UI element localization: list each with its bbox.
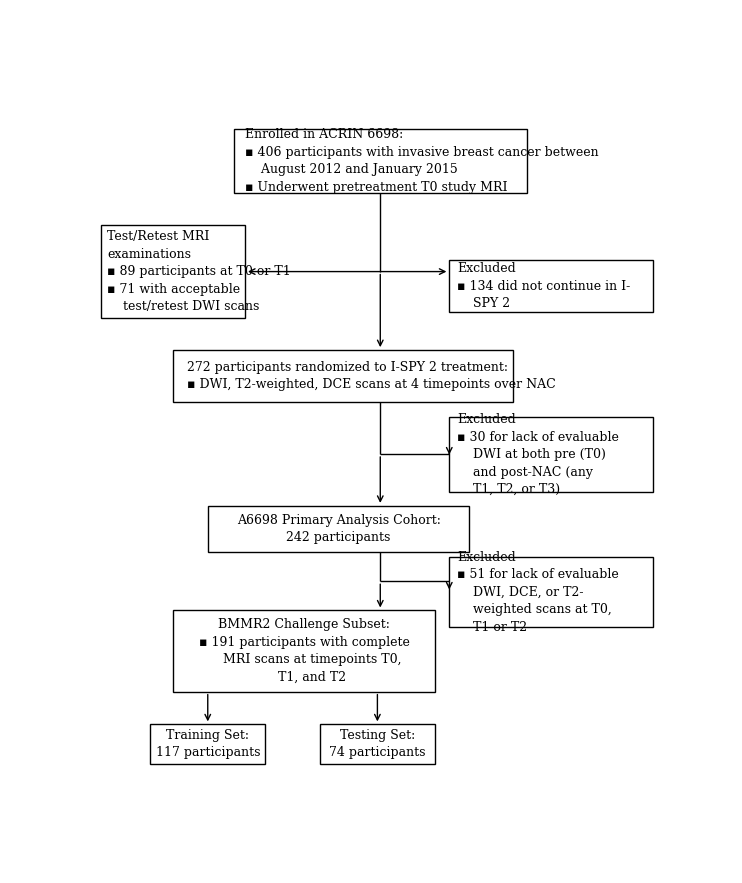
Text: Test/Retest MRI
examinations
▪ 89 participants at T0 or T1
▪ 71 with acceptable
: Test/Retest MRI examinations ▪ 89 partic… xyxy=(107,230,291,313)
FancyBboxPatch shape xyxy=(320,724,435,764)
FancyBboxPatch shape xyxy=(450,417,654,493)
FancyBboxPatch shape xyxy=(174,610,435,691)
FancyBboxPatch shape xyxy=(208,506,470,552)
Text: Excluded
▪ 134 did not continue in I-
    SPY 2: Excluded ▪ 134 did not continue in I- SP… xyxy=(458,262,631,310)
Text: BMMR2 Challenge Subset:
▪ 191 participants with complete
    MRI scans at timepo: BMMR2 Challenge Subset: ▪ 191 participan… xyxy=(199,618,410,683)
Text: Training Set:
117 participants: Training Set: 117 participants xyxy=(156,728,260,759)
Text: 272 participants randomized to I-SPY 2 treatment:
▪ DWI, T2-weighted, DCE scans : 272 participants randomized to I-SPY 2 t… xyxy=(187,361,556,391)
Text: Enrolled in ACRIN 6698:
▪ 406 participants with invasive breast cancer between
 : Enrolled in ACRIN 6698: ▪ 406 participan… xyxy=(246,128,599,194)
FancyBboxPatch shape xyxy=(450,260,654,313)
FancyBboxPatch shape xyxy=(150,724,266,764)
Text: A6698 Primary Analysis Cohort:
242 participants: A6698 Primary Analysis Cohort: 242 parti… xyxy=(237,514,441,544)
FancyBboxPatch shape xyxy=(174,350,513,403)
FancyBboxPatch shape xyxy=(234,129,527,193)
FancyBboxPatch shape xyxy=(102,225,245,318)
Text: Excluded
▪ 51 for lack of evaluable
    DWI, DCE, or T2-
    weighted scans at T: Excluded ▪ 51 for lack of evaluable DWI,… xyxy=(458,551,619,634)
Text: Excluded
▪ 30 for lack of evaluable
    DWI at both pre (T0)
    and post-NAC (a: Excluded ▪ 30 for lack of evaluable DWI … xyxy=(458,413,620,496)
FancyBboxPatch shape xyxy=(450,557,654,627)
Text: Testing Set:
74 participants: Testing Set: 74 participants xyxy=(329,728,426,759)
